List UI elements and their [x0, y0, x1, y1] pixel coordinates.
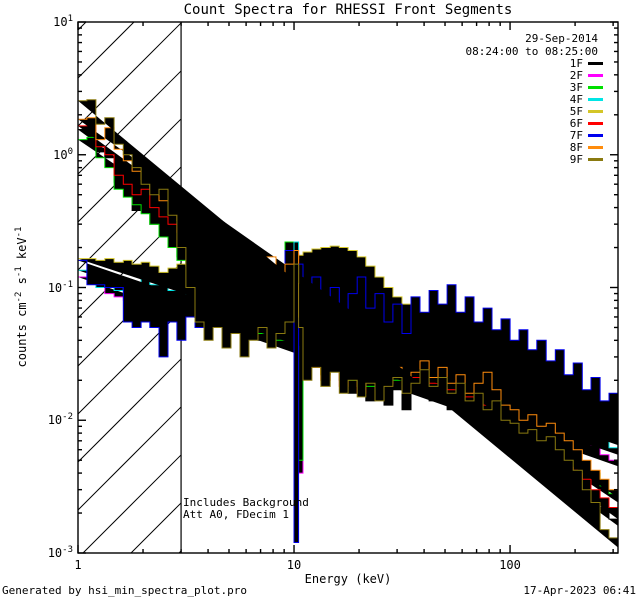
y-tick-label-10e-3: 10-3 [47, 545, 73, 560]
legend-label-9F: 9F [569, 153, 583, 166]
legend-label-3F: 3F [569, 81, 583, 94]
legend-label-8F: 8F [569, 141, 583, 154]
legend-swatch-5F [588, 110, 603, 113]
legend-label-1F: 1F [569, 57, 583, 70]
legend-label-2F: 2F [569, 69, 583, 82]
y-axis-label: counts cm-2 s-1 keV-1 [14, 226, 29, 368]
legend-label-6F: 6F [569, 117, 583, 130]
footer-generator: Generated by hsi_min_spectra_plot.pro [2, 584, 248, 597]
legend-label-4F: 4F [569, 93, 583, 106]
x-axis-label: Energy (keV) [304, 572, 392, 586]
legend-swatch-8F [588, 146, 603, 149]
annotation-attenuator: Att A0, FDecim 1 [183, 508, 289, 521]
legend-swatch-4F [588, 98, 603, 101]
x-tick-label-10: 10 [286, 558, 302, 572]
legend-swatch-7F [588, 134, 603, 137]
annotation-background: Includes Background [183, 496, 309, 509]
y-tick-label-10e-2: 10-2 [47, 412, 73, 428]
legend-swatch-9F [588, 158, 603, 161]
spectrum-line-9F [78, 99, 619, 548]
legend-label-7F: 7F [569, 129, 583, 142]
y-tick-label-10e1: 101 [53, 14, 73, 29]
x-tick-label-1: 1 [74, 558, 82, 572]
x-tick-label-100: 100 [499, 558, 521, 572]
observation-time-range: 08:24:00 to 08:25:00 [465, 45, 598, 58]
footer-timestamp: 17-Apr-2023 06:41 [523, 584, 636, 597]
spectrum-line-7F [78, 250, 619, 543]
legend-swatch-6F [588, 122, 603, 125]
page-title: Count Spectra for RHESSI Front Segments [183, 2, 513, 18]
legend-swatch-2F [588, 74, 603, 77]
y-tick-label-10e-1: 10-1 [47, 279, 73, 295]
legend-label-5F: 5F [569, 105, 583, 118]
y-tick-label-10e0: 100 [53, 146, 73, 162]
legend-swatch-3F [588, 86, 603, 89]
observation-datetime: 29-Sep-2014 08:24:00 to 08:25:00 [300, 32, 598, 58]
observation-date: 29-Sep-2014 [525, 32, 598, 45]
plot-frame [77, 21, 619, 554]
legend-swatch-1F [588, 62, 603, 65]
